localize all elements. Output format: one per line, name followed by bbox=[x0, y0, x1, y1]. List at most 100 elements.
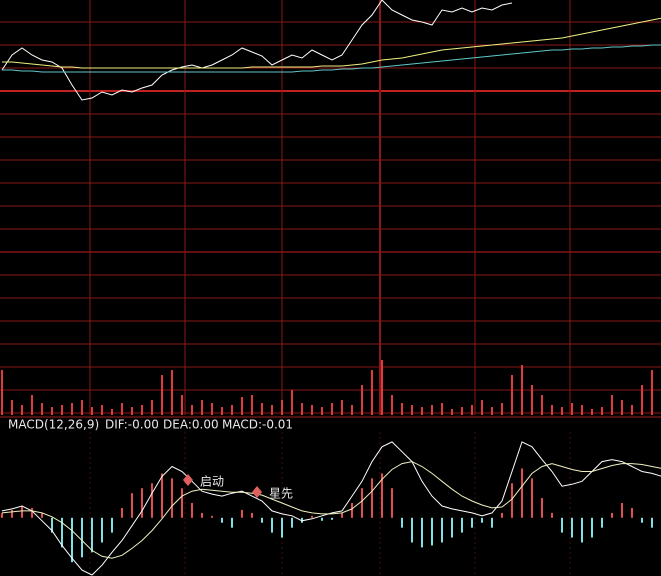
volume-bar bbox=[641, 385, 643, 415]
macd-bar bbox=[461, 517, 463, 533]
volume-bar bbox=[441, 403, 443, 415]
volume-bar bbox=[81, 400, 83, 415]
volume-bar bbox=[411, 405, 413, 415]
macd-bar bbox=[351, 503, 353, 518]
signal-marker bbox=[252, 486, 262, 498]
volume-bar bbox=[531, 385, 533, 415]
macd-bar bbox=[621, 503, 623, 518]
volume-bar bbox=[301, 403, 303, 415]
macd-bar bbox=[581, 517, 583, 543]
volume-bar bbox=[181, 395, 183, 415]
line-series bbox=[1, 0, 513, 101]
volume-bar bbox=[161, 375, 163, 415]
macd-bar bbox=[91, 517, 93, 553]
indicator-label: DIF:-0.00 bbox=[105, 418, 159, 432]
macd-bar bbox=[601, 517, 603, 528]
macd-bar bbox=[81, 517, 83, 558]
volume-bar bbox=[461, 407, 463, 415]
volume-bar bbox=[471, 405, 473, 415]
signal-label: 启动 bbox=[200, 475, 224, 489]
macd-bar bbox=[41, 512, 43, 518]
macd-bar bbox=[311, 515, 313, 518]
macd-bar bbox=[281, 517, 283, 538]
volume-bar bbox=[91, 407, 93, 415]
macd-bar bbox=[531, 478, 533, 518]
macd-bar bbox=[51, 517, 53, 533]
volume-bar bbox=[221, 407, 223, 415]
volume-bar bbox=[201, 400, 203, 415]
volume-bar bbox=[591, 409, 593, 415]
volume-bar bbox=[491, 407, 493, 415]
volume-bar bbox=[71, 403, 73, 415]
volume-bar bbox=[511, 375, 513, 415]
macd-bar bbox=[211, 515, 213, 518]
macd-bar bbox=[131, 493, 133, 518]
macd-bar bbox=[111, 517, 113, 533]
volume-bar bbox=[391, 395, 393, 415]
macd-bar bbox=[371, 478, 373, 518]
volume-bar bbox=[141, 405, 143, 415]
macd-bar bbox=[611, 512, 613, 518]
macd-bar bbox=[171, 478, 173, 518]
volume-bar bbox=[191, 405, 193, 415]
macd-bar bbox=[231, 517, 233, 528]
volume-bar bbox=[351, 405, 353, 415]
macd-bar bbox=[271, 517, 273, 533]
macd-bar bbox=[631, 507, 633, 518]
line-series bbox=[1, 441, 661, 576]
volume-bar bbox=[241, 397, 243, 415]
macd-bar bbox=[11, 509, 13, 518]
macd-bar bbox=[191, 503, 193, 518]
volume-bar bbox=[291, 390, 293, 415]
macd-bar bbox=[321, 517, 323, 521]
macd-bar bbox=[361, 488, 363, 518]
signal-label: 星先 bbox=[269, 487, 293, 501]
volume-bar bbox=[451, 409, 453, 415]
volume-bar bbox=[381, 360, 383, 415]
macd-bar bbox=[1, 512, 3, 518]
macd-bar bbox=[291, 517, 293, 528]
volume-bar bbox=[11, 400, 13, 415]
volume-bar bbox=[631, 405, 633, 415]
volume-bar bbox=[231, 405, 233, 415]
macd-bar bbox=[251, 512, 253, 518]
volume-bar bbox=[101, 405, 103, 415]
volume-bar bbox=[111, 409, 113, 415]
volume-bar bbox=[171, 370, 173, 415]
macd-bar bbox=[551, 512, 553, 518]
volume-bar bbox=[341, 400, 343, 415]
macd-bar bbox=[401, 517, 403, 528]
volume-bar bbox=[211, 403, 213, 415]
line-series bbox=[1, 461, 661, 559]
macd-bar bbox=[451, 517, 453, 538]
volume-bar bbox=[521, 365, 523, 415]
volume-bar bbox=[501, 403, 503, 415]
macd-bar bbox=[471, 517, 473, 528]
volume-bar bbox=[121, 403, 123, 415]
macd-bar bbox=[151, 483, 153, 518]
volume-bar bbox=[281, 400, 283, 415]
macd-bar bbox=[481, 517, 483, 523]
volume-bar bbox=[1, 370, 3, 415]
macd-bar bbox=[331, 517, 333, 520]
macd-bar bbox=[161, 473, 163, 518]
volume-bar bbox=[251, 395, 253, 415]
volume-bar bbox=[561, 407, 563, 415]
volume-bar bbox=[311, 405, 313, 415]
macd-bar bbox=[381, 473, 383, 518]
volume-bar bbox=[581, 405, 583, 415]
macd-bar bbox=[541, 498, 543, 518]
volume-bar bbox=[401, 403, 403, 415]
volume-bar bbox=[61, 405, 63, 415]
volume-bar bbox=[361, 385, 363, 415]
line-series bbox=[2, 17, 661, 69]
volume-bar bbox=[321, 407, 323, 415]
volume-bar bbox=[271, 405, 273, 415]
macd-bar bbox=[641, 517, 643, 523]
macd-bar bbox=[441, 517, 443, 543]
indicator-label: MACD:-0.01 bbox=[222, 418, 293, 432]
macd-bar bbox=[31, 507, 33, 518]
macd-bar bbox=[501, 512, 503, 518]
macd-bar bbox=[391, 488, 393, 518]
